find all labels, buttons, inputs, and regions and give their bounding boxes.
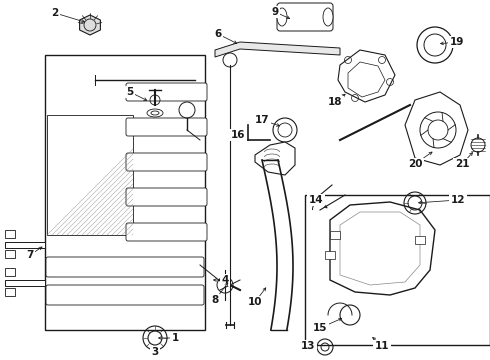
Text: 5: 5: [126, 87, 134, 97]
Polygon shape: [79, 15, 100, 35]
Text: 7: 7: [26, 250, 34, 260]
Text: 3: 3: [151, 347, 159, 357]
Bar: [415, 236, 425, 244]
Text: 12: 12: [451, 195, 465, 205]
Polygon shape: [348, 62, 385, 97]
Text: 8: 8: [211, 295, 219, 305]
Text: 17: 17: [255, 115, 270, 125]
FancyBboxPatch shape: [277, 3, 333, 31]
Polygon shape: [330, 202, 435, 295]
Bar: [5, 288, 15, 296]
Text: 2: 2: [51, 8, 59, 18]
Text: 13: 13: [301, 341, 315, 351]
Polygon shape: [405, 92, 468, 165]
Text: 10: 10: [248, 297, 262, 307]
Ellipse shape: [323, 8, 333, 26]
Polygon shape: [255, 142, 295, 175]
FancyBboxPatch shape: [126, 188, 207, 206]
FancyBboxPatch shape: [126, 118, 207, 136]
Bar: [5, 230, 15, 238]
Text: 14: 14: [309, 195, 323, 205]
FancyBboxPatch shape: [126, 83, 207, 101]
FancyBboxPatch shape: [126, 223, 207, 241]
Bar: [325, 251, 335, 259]
Polygon shape: [338, 50, 395, 102]
Text: 21: 21: [455, 159, 469, 169]
Bar: [5, 268, 15, 276]
Ellipse shape: [151, 111, 159, 115]
FancyBboxPatch shape: [126, 153, 207, 171]
Text: 15: 15: [313, 323, 327, 333]
Text: 1: 1: [172, 333, 179, 343]
Bar: [305, 195, 490, 345]
Ellipse shape: [277, 8, 287, 26]
Polygon shape: [5, 242, 45, 248]
FancyBboxPatch shape: [46, 257, 204, 277]
Bar: [45, 55, 205, 330]
Bar: [5, 250, 15, 258]
Ellipse shape: [147, 109, 163, 117]
Polygon shape: [215, 42, 340, 57]
Text: 16: 16: [231, 130, 245, 140]
Text: 19: 19: [450, 37, 464, 47]
Text: 4: 4: [221, 275, 229, 285]
Text: 6: 6: [215, 29, 221, 39]
Text: 9: 9: [271, 7, 278, 17]
Polygon shape: [5, 280, 45, 286]
Text: 20: 20: [408, 159, 422, 169]
FancyBboxPatch shape: [46, 285, 204, 305]
Bar: [330, 231, 340, 239]
Bar: [47, 115, 133, 235]
Text: 18: 18: [328, 97, 342, 107]
Text: 11: 11: [375, 341, 389, 351]
